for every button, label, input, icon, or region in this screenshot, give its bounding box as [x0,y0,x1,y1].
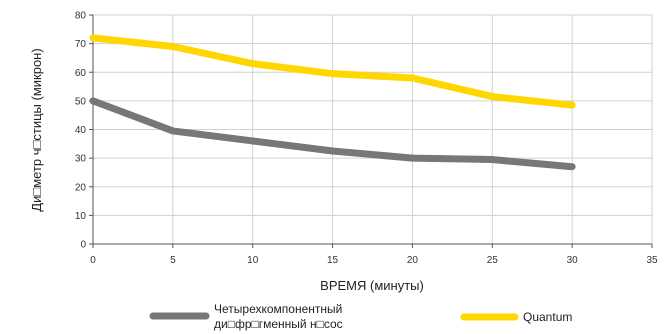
tick-label-layer: 0 10 20 30 40 50 60 70 80 0 5 10 15 20 25 30 35 [75,11,658,267]
legend-label-series-2: Quantum [523,310,572,324]
legend: Четырехкомпонентный ди□фр□гменный н□сос … [149,302,572,331]
series-2-point [329,70,337,78]
y-tick-label: 0 [80,240,86,251]
series-1-point [169,127,177,135]
series-2-point [568,101,576,109]
series-2-point [89,34,97,42]
x-tick-label: 10 [247,255,259,266]
x-tick-label: 35 [646,255,658,266]
series-2-point [488,93,496,101]
x-axis-title: ВРЕМЯ (минуты) [320,278,424,293]
axis-layer [89,14,653,248]
y-tick-label: 70 [75,39,87,50]
y-tick-label: 30 [75,154,87,165]
x-tick-label: 25 [487,255,499,266]
series-1-point [488,156,496,164]
y-tick-label: 10 [75,211,87,222]
y-axis-title: Ди□метр ч□стицы (микрон) [29,48,44,211]
legend-label-series-1-line-2: ди□фр□гменный н□сос [214,317,343,331]
x-tick-label: 20 [407,255,419,266]
x-tick-label: 30 [567,255,579,266]
series-1-point [329,147,337,155]
x-tick-label: 15 [327,255,339,266]
y-tick-label: 40 [75,125,87,136]
x-tick-label: 5 [170,255,176,266]
series-1-point [89,97,97,105]
x-tick-label: 0 [90,255,96,266]
series-1-point [568,163,576,171]
grid-layer [93,14,653,244]
y-tick-label: 80 [75,11,87,22]
y-tick-label: 50 [75,96,87,107]
y-tick-label: 20 [75,182,87,193]
series-layer [89,34,576,171]
series-2-point [408,74,416,82]
series-1-point [249,137,257,145]
y-tick-label: 60 [75,68,87,79]
series-2-point [169,42,177,50]
series-1-point [408,154,416,162]
series-2-point [249,60,257,68]
legend-label-series-1-line-1: Четырехкомпонентный [214,302,342,316]
